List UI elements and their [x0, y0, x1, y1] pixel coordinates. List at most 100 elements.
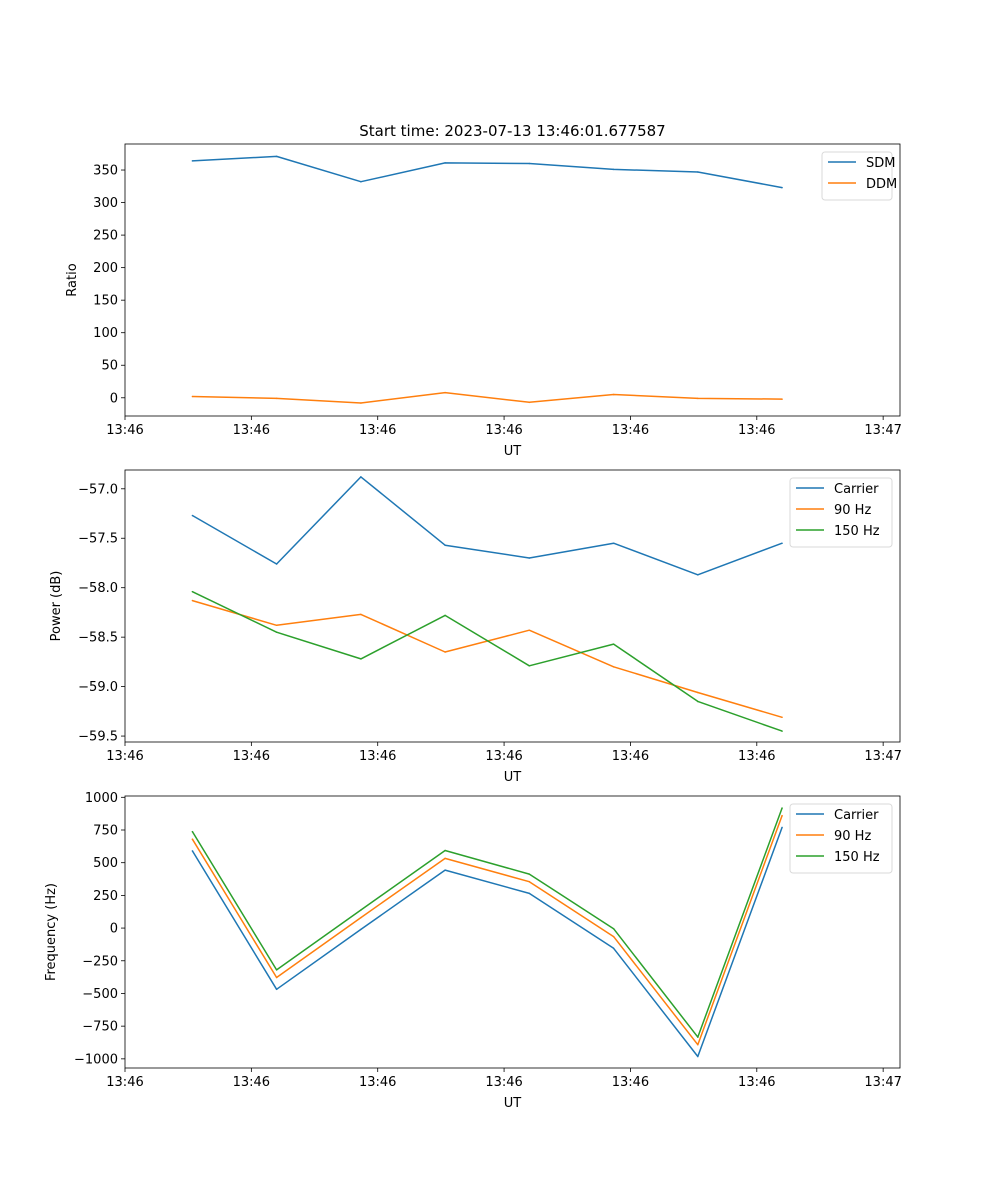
data-point	[360, 658, 362, 660]
data-point	[781, 186, 783, 189]
x-tick-label: 13:47	[864, 423, 901, 438]
data-point	[612, 643, 615, 645]
y-tick-label: −1000	[74, 1052, 118, 1067]
y-tick-label: 50	[101, 359, 118, 374]
legend-label: 90 Hz	[834, 829, 871, 844]
y-tick-label: −500	[82, 987, 118, 1002]
x-tick-label: 13:46	[359, 423, 396, 438]
data-point	[697, 700, 699, 703]
legend-label: 90 Hz	[834, 503, 871, 518]
x-tick-label: 13:46	[233, 423, 270, 438]
legend-label: Carrier	[834, 808, 879, 823]
data-point	[275, 631, 278, 633]
data-point	[781, 730, 783, 732]
y-tick-label: 0	[110, 391, 118, 406]
data-point	[275, 155, 278, 158]
data-point	[528, 873, 531, 875]
data-point	[444, 869, 446, 871]
data-point	[697, 574, 699, 576]
x-tick-label: 13:46	[359, 749, 396, 764]
y-axis-label: Power (dB)	[49, 571, 64, 642]
y-axis-label: Ratio	[65, 263, 80, 296]
data-point	[444, 391, 446, 394]
chart-title: Start time: 2023-07-13 13:46:01.677587	[359, 122, 665, 140]
y-axis-label: Frequency (Hz)	[44, 883, 59, 981]
data-point	[528, 162, 531, 165]
data-point	[360, 928, 362, 931]
legend-label: 150 Hz	[834, 850, 880, 865]
x-tick-label: 13:46	[738, 423, 775, 438]
x-tick-label: 13:46	[106, 749, 143, 764]
y-tick-label: −750	[82, 1020, 118, 1035]
x-tick-label: 13:47	[864, 1075, 901, 1090]
x-tick-label: 13:46	[485, 1075, 522, 1090]
legend-label: 150 Hz	[834, 524, 880, 539]
data-point	[781, 807, 783, 809]
data-point	[275, 969, 278, 971]
legend-box	[821, 151, 893, 201]
axes-frame	[124, 143, 901, 417]
y-tick-label: 0	[110, 922, 118, 937]
y-tick-label: 1000	[85, 791, 118, 806]
series-line-carrier	[191, 827, 783, 1058]
data-point	[191, 838, 194, 840]
data-point	[191, 514, 194, 517]
data-point	[191, 590, 194, 593]
legend: Carrier 90 Hz 150 Hz	[789, 803, 893, 874]
x-tick-label: 13:46	[612, 423, 649, 438]
data-point	[275, 397, 278, 400]
x-tick-label: 13:46	[233, 1075, 270, 1090]
data-point	[697, 1036, 699, 1038]
y-tick-label: −58.5	[78, 631, 118, 646]
data-point	[191, 599, 194, 602]
series-line-150-hz	[192, 591, 783, 732]
y-tick-label: −250	[82, 954, 118, 969]
data-point	[191, 830, 194, 833]
data-point	[781, 398, 783, 400]
data-point	[612, 542, 615, 544]
data-point	[612, 393, 615, 396]
data-point	[697, 691, 699, 694]
y-tick-label: −59.0	[78, 680, 118, 695]
data-point	[444, 651, 446, 653]
data-point	[360, 916, 362, 919]
data-point	[191, 850, 194, 852]
legend-label: Carrier	[834, 482, 879, 497]
legend-label: SDM	[866, 156, 895, 171]
data-point	[612, 168, 615, 171]
data-point	[360, 180, 362, 183]
data-point	[528, 557, 531, 559]
data-point	[781, 542, 783, 544]
data-point	[360, 402, 362, 404]
y-tick-label: 200	[93, 261, 118, 276]
data-point	[612, 935, 615, 938]
y-tick-label: 500	[93, 856, 118, 871]
axes-frame	[124, 795, 901, 1069]
y-tick-label: 100	[93, 326, 118, 341]
legend: SDM DDM	[821, 151, 897, 201]
data-point	[444, 849, 446, 852]
data-point	[360, 613, 362, 616]
data-point	[275, 563, 278, 565]
legend-label: DDM	[866, 177, 897, 192]
axes-frame	[124, 469, 901, 743]
legend: Carrier 90 Hz 150 Hz	[789, 477, 893, 548]
data-point	[697, 397, 699, 400]
data-point	[528, 880, 531, 883]
x-axis-label: UT	[504, 770, 522, 785]
data-point	[697, 1055, 699, 1058]
data-point	[528, 401, 531, 404]
x-axis-label: UT	[504, 444, 522, 459]
x-tick-label: 13:46	[106, 423, 143, 438]
data-point	[275, 988, 278, 991]
data-point	[444, 614, 446, 617]
y-tick-label: −58.0	[78, 581, 118, 596]
y-tick-label: 250	[93, 889, 118, 904]
data-point	[697, 1043, 699, 1046]
x-tick-label: 13:46	[738, 1075, 775, 1090]
series-line-150-hz	[191, 807, 783, 1038]
data-point	[191, 160, 194, 162]
y-tick-label: 350	[93, 164, 118, 179]
series-line-sdm	[192, 155, 783, 189]
